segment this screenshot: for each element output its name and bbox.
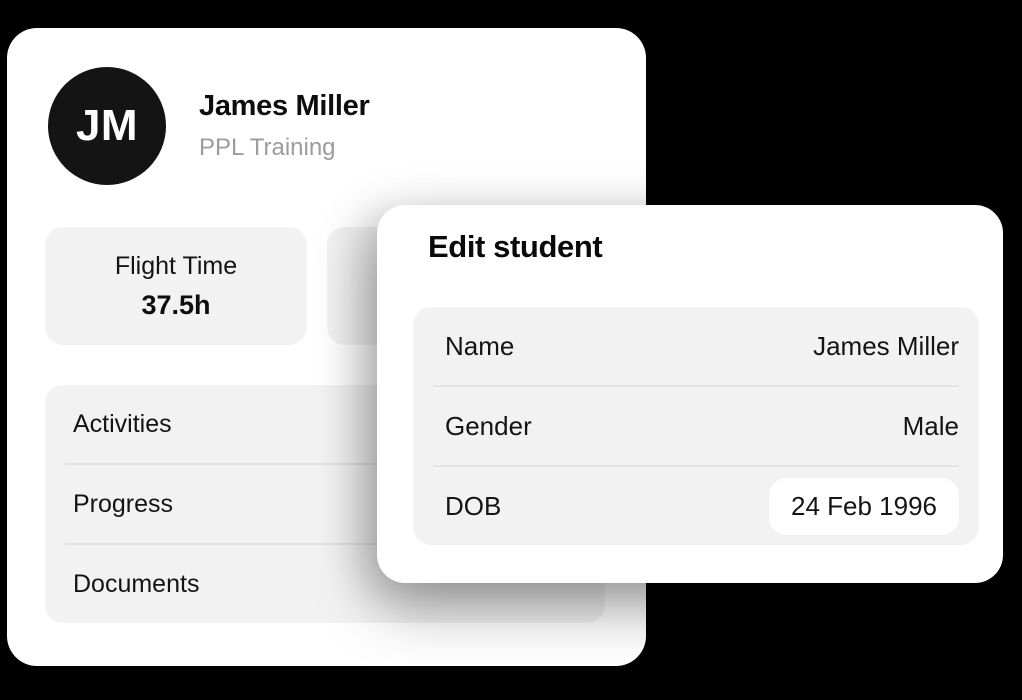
field-value: James Miller bbox=[813, 330, 959, 361]
modal-title: Edit student bbox=[428, 229, 603, 264]
field-row-gender[interactable]: Gender Male bbox=[413, 387, 979, 465]
edit-student-modal: Edit student Name James Miller Gender Ma… bbox=[377, 205, 1003, 583]
menu-item-activities[interactable]: Activities bbox=[73, 409, 172, 438]
divider bbox=[65, 543, 605, 545]
dob-value-pill[interactable]: 24 Feb 1996 bbox=[768, 477, 959, 535]
field-row-dob[interactable]: DOB 24 Feb 1996 bbox=[413, 467, 979, 545]
menu-item-documents[interactable]: Documents bbox=[73, 569, 200, 598]
field-value: Male bbox=[902, 410, 959, 441]
stat-card-flight-time: Flight Time 37.5h bbox=[45, 227, 307, 345]
avatar-initials: JM bbox=[75, 101, 139, 150]
divider bbox=[65, 463, 605, 465]
field-row-name[interactable]: Name James Miller bbox=[413, 307, 979, 385]
field-label: Name bbox=[445, 330, 515, 361]
stat-label: Flight Time bbox=[114, 251, 238, 280]
field-label: Gender bbox=[445, 410, 532, 441]
stat-value: 37.5h bbox=[141, 289, 211, 320]
student-name: James Miller bbox=[199, 90, 370, 122]
field-label: DOB bbox=[445, 490, 502, 521]
edit-fields-panel: Name James Miller Gender Male DOB 24 Feb… bbox=[413, 307, 979, 545]
student-program: PPL Training bbox=[199, 134, 336, 161]
menu-item-progress[interactable]: Progress bbox=[73, 489, 174, 518]
divider bbox=[433, 385, 959, 387]
divider bbox=[433, 465, 959, 467]
avatar: JM bbox=[48, 67, 166, 185]
student-header: James Miller PPL Training bbox=[199, 90, 370, 162]
